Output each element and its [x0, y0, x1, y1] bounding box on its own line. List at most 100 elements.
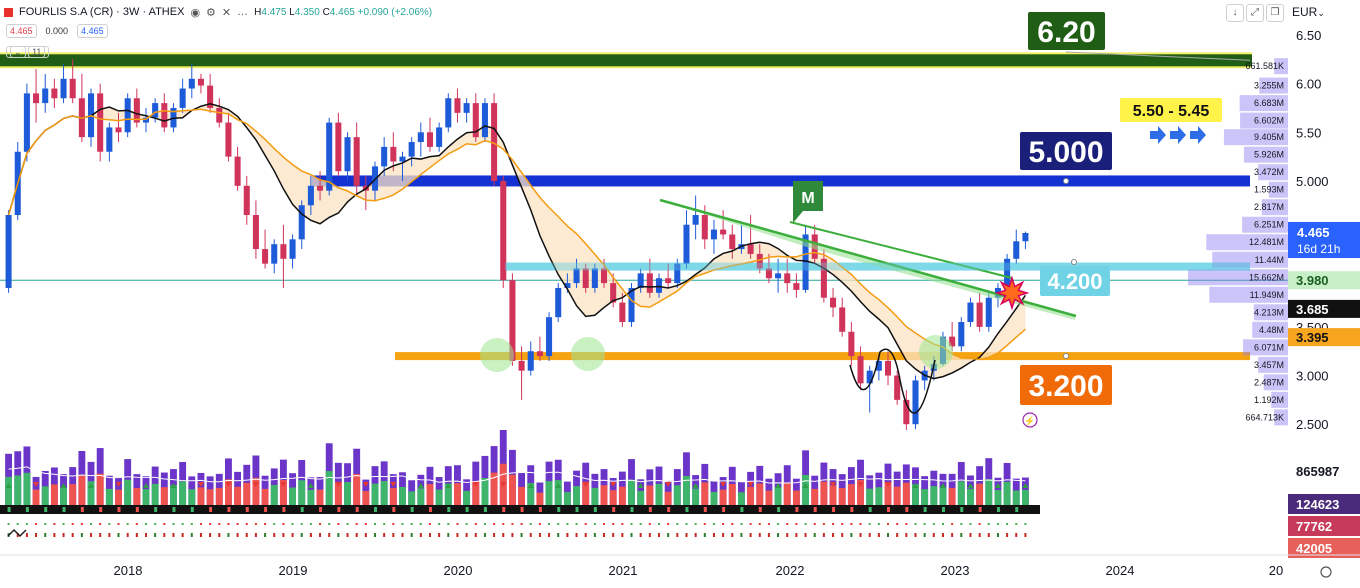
eye-icon[interactable]: ◉ [190, 6, 201, 19]
candle-body [1004, 258, 1011, 288]
label-5-000-box[interactable] [1020, 132, 1112, 170]
signal-triangle [967, 483, 974, 488]
level-support-3-200[interactable] [395, 352, 1250, 361]
volume-pane [0, 430, 1040, 538]
volume-tag-box[interactable] [1288, 494, 1360, 514]
volume-bar-inner [353, 474, 361, 505]
settings-gear-icon[interactable]: ⚙ [206, 6, 216, 19]
volume-profile-bar [1252, 321, 1288, 338]
signal-dot [7, 523, 10, 525]
signal-dot [887, 523, 890, 525]
currency-selector[interactable]: EUR⌄ [1292, 5, 1325, 19]
label-3-200-box[interactable] [1020, 365, 1112, 405]
volume-ma-line [8, 466, 1026, 484]
signal-mark [951, 533, 954, 537]
signal-dot [575, 523, 578, 525]
candle-body [500, 180, 507, 281]
label-6-20-box[interactable] [1028, 12, 1105, 50]
candle-body [481, 103, 488, 138]
candle-body [381, 146, 388, 167]
signal-mark [758, 533, 761, 537]
volume-bar-inner [408, 491, 416, 505]
price-tag-box[interactable] [1288, 271, 1360, 290]
signal-mark [474, 533, 477, 537]
signal-mark [190, 533, 193, 537]
level-support-4-200[interactable] [505, 262, 1250, 271]
price-tag-box[interactable] [1288, 299, 1360, 318]
volume-strip-tick [593, 507, 597, 512]
signal-dot [163, 523, 166, 525]
candle-body [710, 229, 717, 240]
signal-mark [694, 533, 697, 537]
volume-profile-bar [1263, 374, 1288, 391]
volume-bar-inner [160, 487, 168, 505]
lightning-event-icon[interactable] [1022, 412, 1038, 428]
arrow-down-icon[interactable]: ↓ [1226, 4, 1244, 22]
candle-body [775, 273, 782, 279]
signal-dot [511, 523, 514, 525]
volume-tag-text: 42005 [1296, 541, 1332, 556]
volume-strip-tick [575, 507, 579, 512]
price-tag-box[interactable] [1288, 328, 1360, 347]
neckline-trendline[interactable] [789, 221, 1013, 279]
signal-triangle [390, 482, 397, 487]
signal-dot [969, 523, 972, 525]
volume-bar-inner [536, 492, 544, 505]
candle-body [106, 127, 113, 152]
signal-mark [80, 533, 83, 537]
candle-body [582, 268, 589, 288]
more-icon[interactable]: … [237, 6, 249, 18]
volume-strip-tick [300, 507, 304, 512]
candle-body [436, 127, 443, 147]
signal-triangle [170, 483, 177, 488]
volume-strip-tick [227, 507, 231, 512]
signal-dot [374, 523, 377, 525]
price-axis: 6.506.005.505.0004.5004.0003.5003.0002.5… [1288, 0, 1360, 558]
price-tag-text: 3.685 [1296, 302, 1329, 317]
indicators-toggle[interactable]: ⌄ 11 [6, 46, 50, 58]
volume-profile-bar [1212, 251, 1288, 268]
bid-price[interactable]: 4.465 [6, 24, 37, 38]
signal-dot [612, 523, 615, 525]
candle-body [42, 88, 49, 104]
candle-body [491, 103, 498, 181]
volume-tag-box[interactable] [1288, 538, 1360, 558]
signal-mark [355, 533, 358, 537]
label-4-200-box[interactable] [1040, 266, 1110, 296]
candle-body [1013, 241, 1020, 259]
level-resistance-5-000[interactable] [312, 175, 1250, 187]
signal-mark [218, 533, 221, 537]
signal-mark [941, 533, 944, 537]
volume-bar-inner [234, 486, 242, 505]
volume-tag-box[interactable] [1288, 516, 1360, 536]
ask-price[interactable]: 4.465 [77, 24, 108, 38]
signal-mark [731, 533, 734, 537]
signal-dot [703, 523, 706, 525]
pattern-marker[interactable] [793, 181, 823, 223]
symbol-title[interactable]: FOURLIS S.A (CR) · 3W · ATHEX [19, 6, 185, 18]
restore-icon[interactable]: ❐ [1266, 4, 1284, 22]
time-tick-label: 2024 [1106, 563, 1135, 578]
label-target-box[interactable] [1120, 98, 1222, 122]
signal-dot [35, 523, 38, 525]
close-icon[interactable]: ✕ [221, 6, 232, 19]
volume-strip-tick [245, 507, 249, 512]
signal-triangle [362, 482, 369, 487]
volume-profile-label: 661.581K [1245, 61, 1284, 71]
volume-bar-inner [673, 485, 681, 505]
candle-body [692, 215, 699, 225]
level-resistance-6-20[interactable] [0, 54, 1252, 67]
volume-bar-inner [939, 487, 947, 505]
volume-tag-box[interactable] [1288, 461, 1360, 481]
signal-dot [932, 523, 935, 525]
last-price-tag[interactable] [1288, 222, 1360, 258]
candle-body [326, 122, 333, 191]
signal-dot [859, 523, 862, 525]
settings-gear-icon[interactable] [1320, 566, 1332, 578]
volume-strip-tick [25, 507, 29, 512]
expand-icon[interactable]: ⤢ [1246, 4, 1264, 22]
signal-mark [90, 533, 93, 537]
volume-bar-inner [573, 486, 580, 505]
volume-profile-bar [1206, 234, 1288, 251]
